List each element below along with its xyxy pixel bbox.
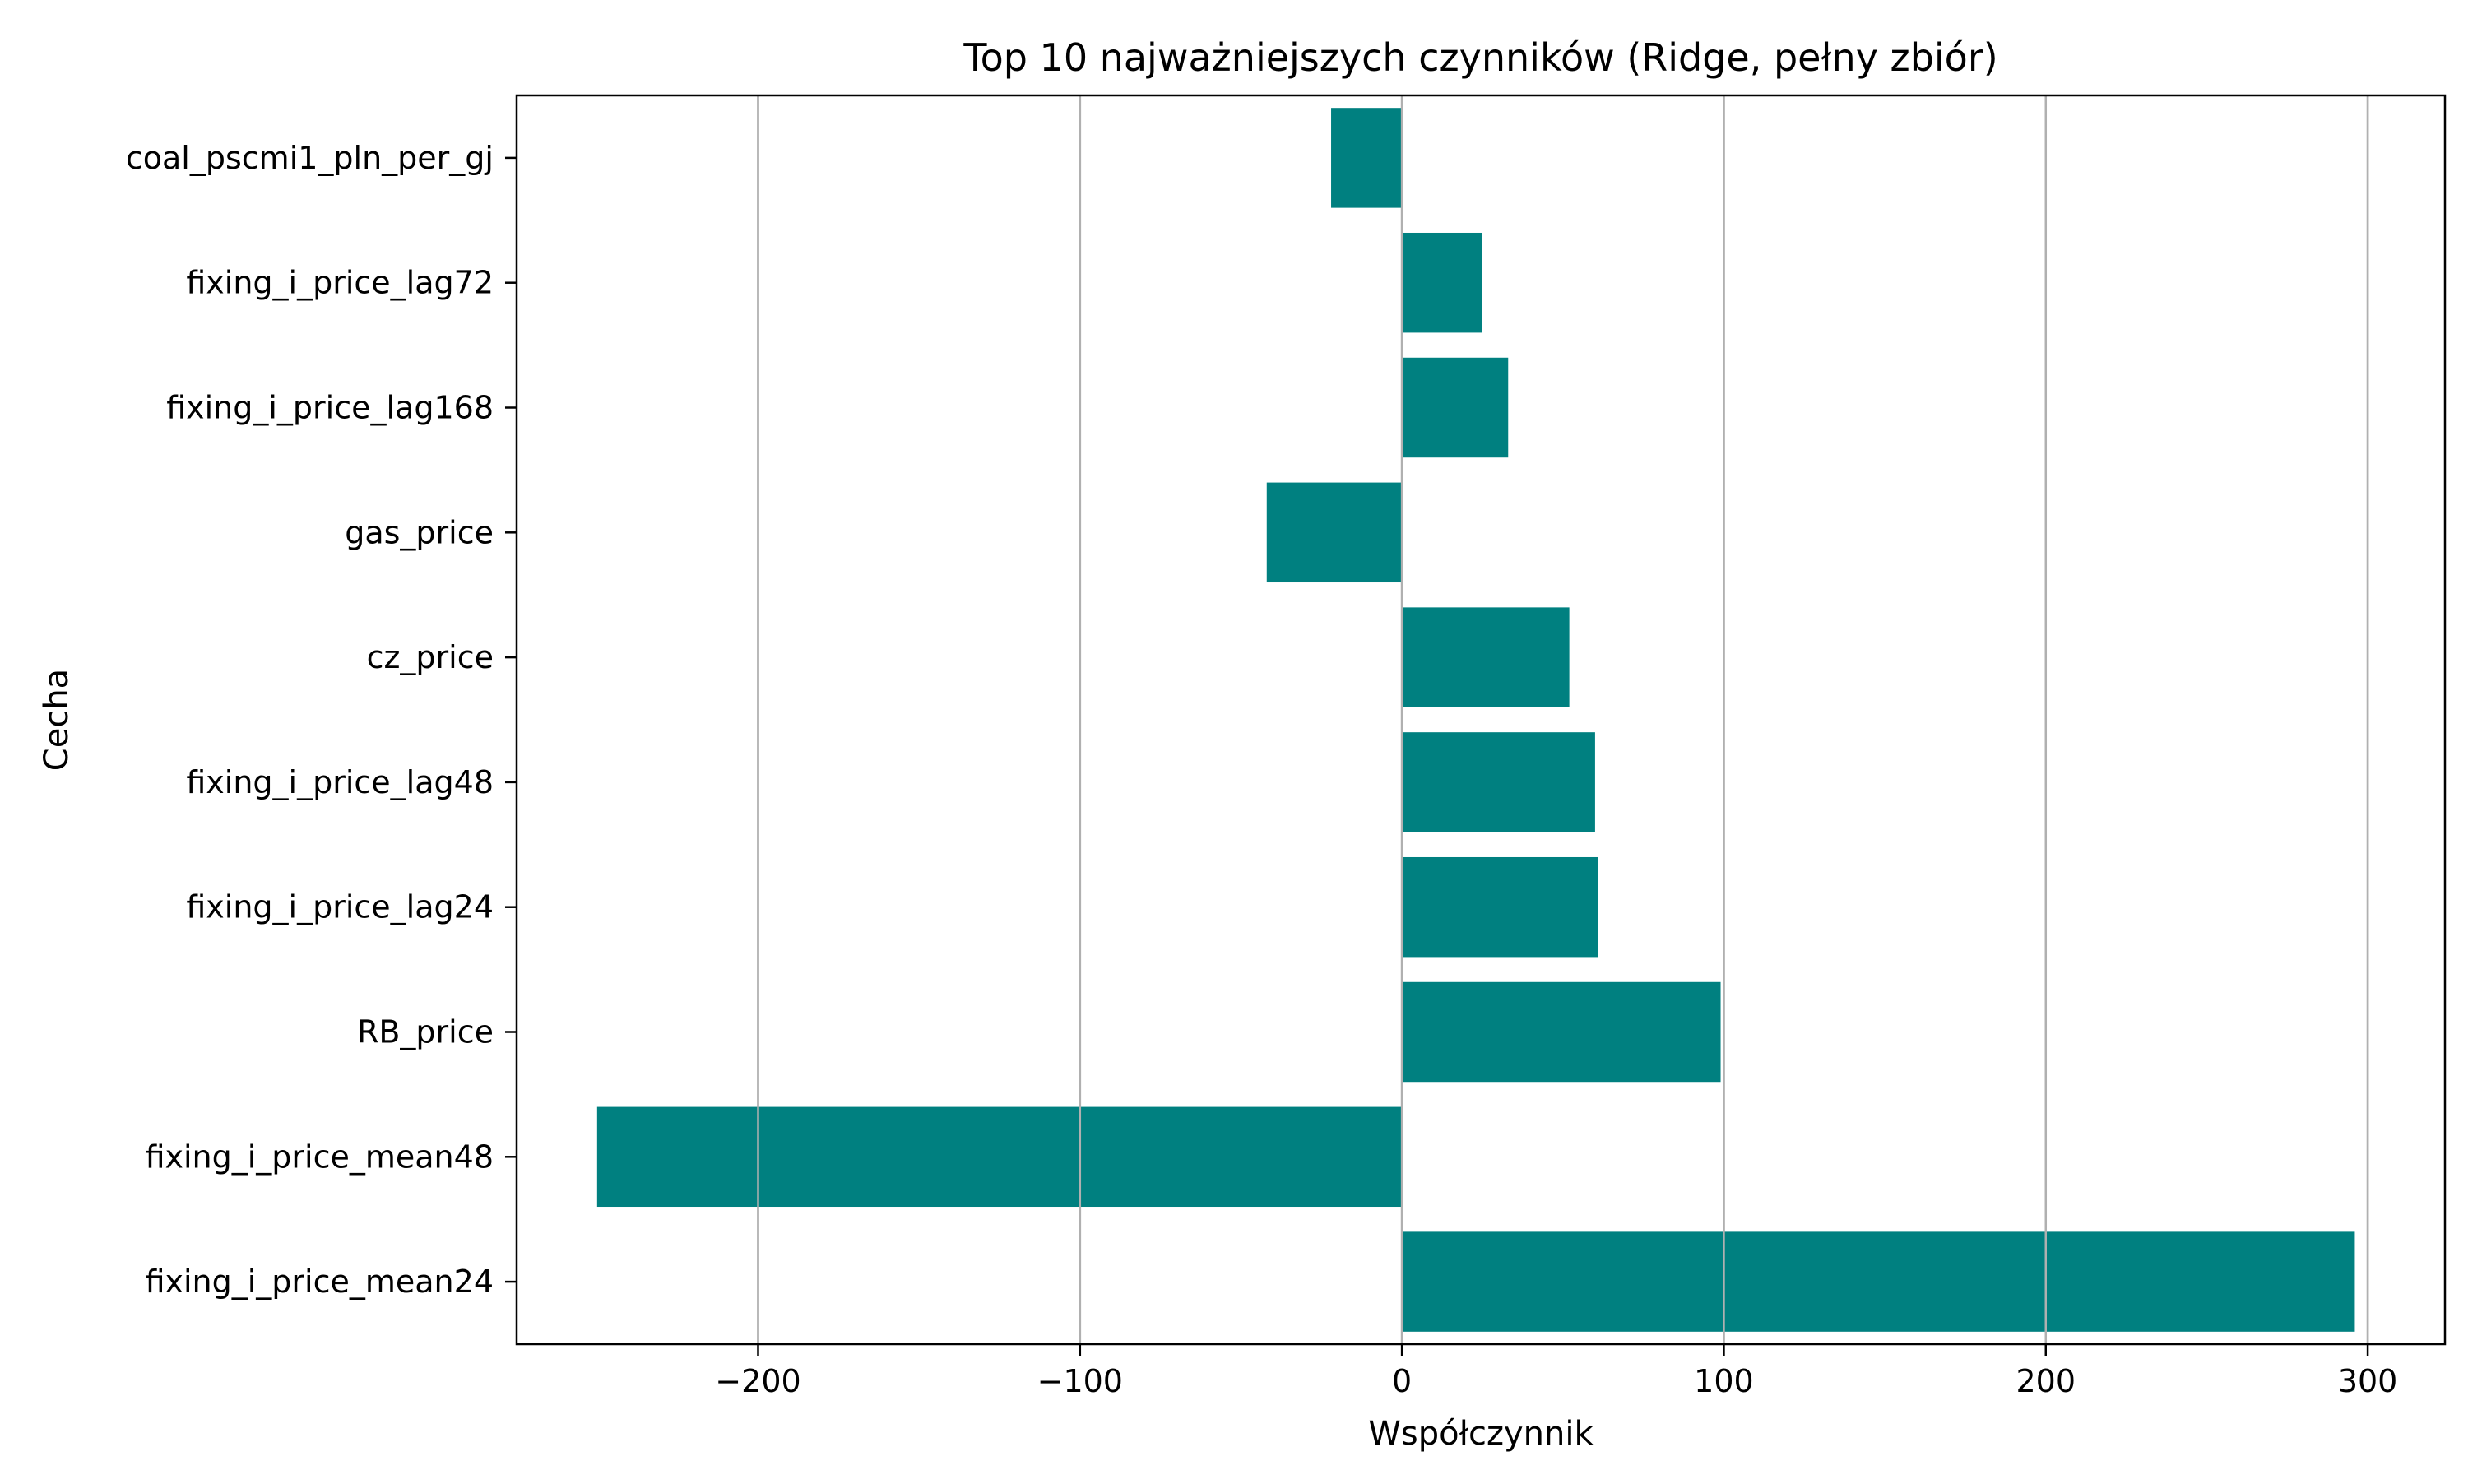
x-tick-label: 0 [1392, 1363, 1412, 1399]
bar [1402, 607, 1570, 707]
bar [1402, 856, 1598, 958]
y-tick-label: fixing_i_price_lag24 [186, 889, 494, 925]
y-tick-label: coal_pscmi1_pln_per_gj [126, 140, 494, 176]
bars-layer [596, 95, 2369, 1344]
bar [1402, 981, 1721, 1083]
bar [1402, 232, 1482, 333]
y-tick-label: fixing_i_price_mean24 [146, 1264, 494, 1300]
x-tick-label: 300 [2338, 1363, 2398, 1399]
bar [1402, 732, 1595, 832]
x-tick-label: 200 [2016, 1363, 2076, 1399]
bar [1266, 482, 1403, 583]
y-axis: coal_pscmi1_pln_per_gj fixing_i_price_lag… [126, 140, 517, 1300]
bar [596, 1106, 1403, 1208]
x-axis-title: Współczynnik [1368, 1415, 1594, 1453]
y-tick-label: fixing_i_price_mean48 [146, 1139, 494, 1175]
y-tick-label: fixing_i_price_lag168 [166, 390, 494, 426]
x-tick-label: 100 [1694, 1363, 1754, 1399]
y-tick-label: cz_price [367, 639, 494, 675]
bar [1331, 108, 1403, 208]
x-axis: −200 −100 0 100 200 300 [715, 1344, 2397, 1399]
y-tick-label: RB_price [357, 1014, 494, 1050]
y-axis-title: Cecha [38, 669, 76, 771]
y-tick-label: fixing_i_price_lag72 [186, 265, 494, 301]
x-tick-label: −200 [715, 1363, 800, 1399]
y-tick-label: fixing_i_price_lag48 [186, 764, 494, 800]
bar [1402, 1231, 2355, 1332]
plot-frame [515, 94, 2447, 1346]
chart-title: Top 10 najważniejszych czynników (Ridge,… [963, 35, 1997, 80]
bar [1402, 357, 1509, 458]
y-tick-label: gas_price [345, 514, 494, 550]
x-tick-label: −100 [1037, 1363, 1123, 1399]
